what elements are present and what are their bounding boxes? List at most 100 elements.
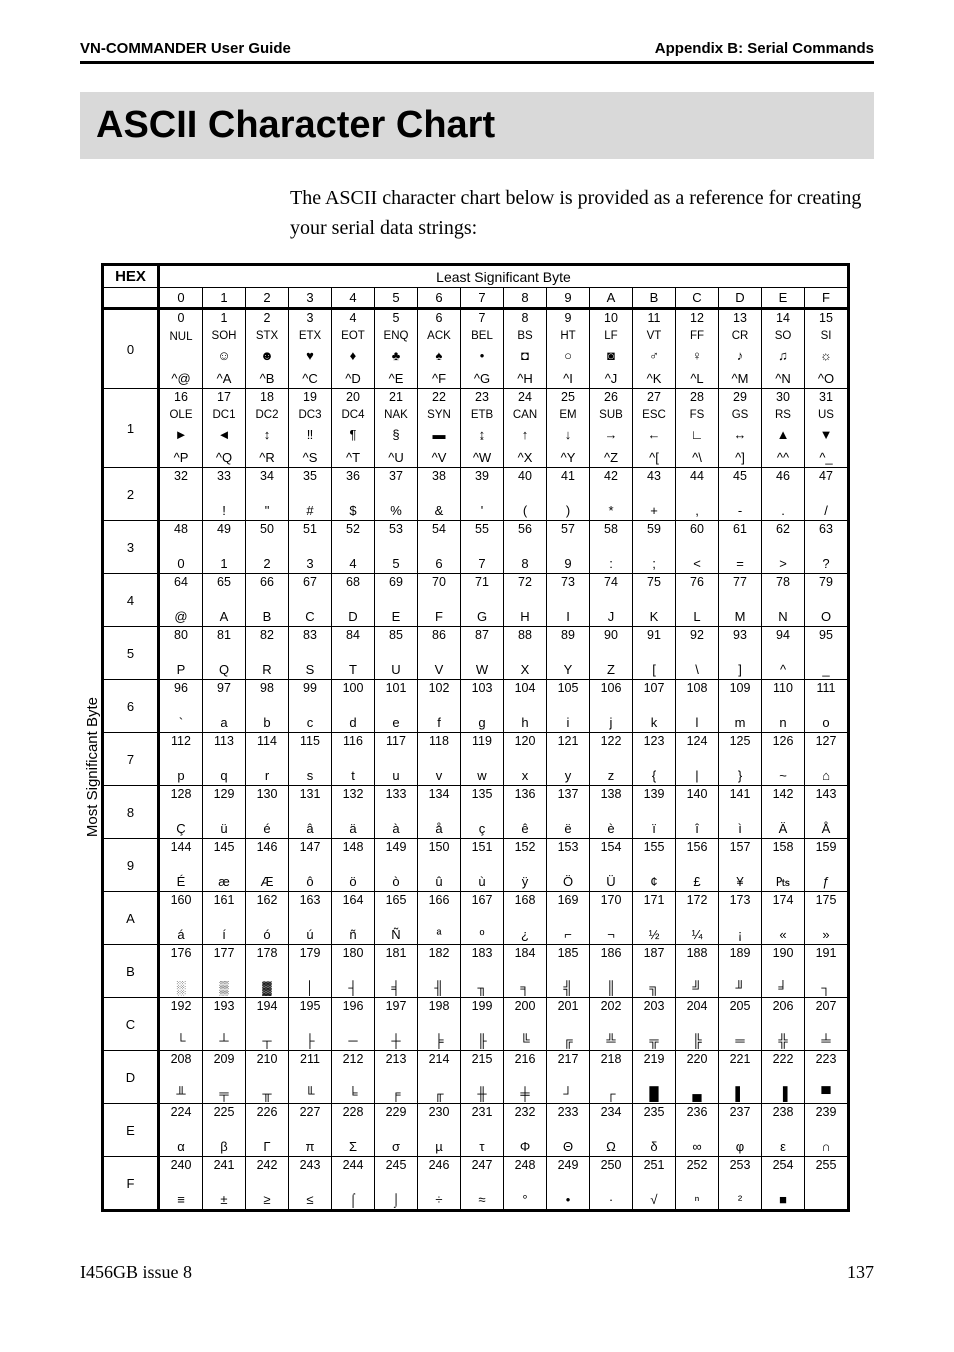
ascii-cell: 217┘ [547, 1051, 590, 1104]
ascii-cell: 173 ¡ [719, 892, 762, 945]
cell-char: 3 [289, 557, 331, 573]
cell-glyph: ♀ [676, 349, 718, 365]
ascii-cell: 34" [246, 468, 289, 521]
ascii-cell: 247≈ [461, 1157, 504, 1211]
cell-char: 1 [203, 557, 245, 573]
ascii-cell: 199╟ [461, 998, 504, 1051]
ascii-cell: 216╪ [504, 1051, 547, 1104]
ascii-cell: 160á [159, 892, 203, 945]
hex-below-blank [103, 288, 159, 309]
intro-text: The ASCII character chart below is provi… [290, 183, 874, 243]
cell-decimal: 64 [160, 574, 202, 589]
cell-char: û [418, 875, 460, 891]
cell-decimal: 129 [203, 786, 245, 801]
ascii-cell: 44, [676, 468, 719, 521]
cell-decimal: 43 [633, 468, 675, 483]
cell-char: ô [289, 875, 331, 891]
cell-decimal: 90 [590, 627, 632, 642]
cell-char: Ü [590, 875, 632, 891]
cell-decimal: 187 [633, 945, 675, 960]
cell-char: ─ [332, 1034, 374, 1050]
ascii-cell: 174« [762, 892, 805, 945]
col-head-D: D [719, 288, 762, 309]
cell-char: » [805, 928, 847, 944]
cell-decimal: 182 [418, 945, 460, 960]
ascii-cell: 143Å [805, 786, 849, 839]
cell-decimal: 122 [590, 733, 632, 748]
cell-decimal: 68 [332, 574, 374, 589]
cell-char: ₧ [762, 875, 804, 891]
ascii-cell: 233Θ [547, 1104, 590, 1157]
cell-char: ≈ [461, 1193, 503, 1209]
cell-glyph: ► [160, 428, 202, 444]
ascii-cell: 24CAN↑^X [504, 389, 547, 468]
ascii-cell: 118v [418, 733, 461, 786]
cell-char: ^I [547, 372, 589, 388]
hex-corner: HEX [103, 265, 159, 288]
cell-char: % [375, 504, 417, 520]
ascii-cell: 145æ [203, 839, 246, 892]
cell-char: ╘ [332, 1087, 374, 1103]
ascii-cell: 188╝ [676, 945, 719, 998]
cell-decimal: 139 [633, 786, 675, 801]
ascii-cell: 113q [203, 733, 246, 786]
col-head-9: 9 [547, 288, 590, 309]
cell-char: ê [504, 822, 546, 838]
ascii-cell: 105i [547, 680, 590, 733]
cell-char: │ [289, 981, 331, 997]
page-title: ASCII Character Chart [96, 104, 858, 147]
ascii-cell: 92\ [676, 627, 719, 680]
ascii-cell: 193┴ [203, 998, 246, 1051]
cell-decimal: 241 [203, 1157, 245, 1172]
cell-char: ä [332, 822, 374, 838]
ascii-cell: 579 [547, 521, 590, 574]
cell-decimal: 38 [418, 468, 460, 483]
cell-char: δ [633, 1140, 675, 1156]
cell-char: └ [160, 1034, 202, 1050]
cell-glyph: ♣ [375, 349, 417, 365]
cell-glyph: ◄ [203, 428, 245, 444]
ascii-cell: 227π [289, 1104, 332, 1157]
ascii-cell: 185╣ [547, 945, 590, 998]
cell-decimal: 42 [590, 468, 632, 483]
cell-char: ╝ [676, 981, 718, 997]
ascii-cell: 148ö [332, 839, 375, 892]
cell-char: ═ [719, 1034, 761, 1050]
cell-abbr: FF [676, 331, 718, 343]
cell-decimal: 233 [547, 1104, 589, 1119]
cell-glyph: ← [633, 428, 675, 444]
ascii-cell: 84T [332, 627, 375, 680]
ascii-cell: 168¿ [504, 892, 547, 945]
ascii-cell: 8BS◘^H [504, 309, 547, 389]
cell-glyph: ▼ [805, 428, 847, 444]
ascii-cell: 207╧ [805, 998, 849, 1051]
cell-glyph: ◙ [590, 349, 632, 365]
cell-decimal: 36 [332, 468, 374, 483]
header-right: Appendix B: Serial Commands [655, 40, 874, 57]
row-head-6: 6 [103, 680, 159, 733]
cell-char: ¡ [719, 928, 761, 944]
cell-char: H [504, 610, 546, 626]
col-head-C: C [676, 288, 719, 309]
cell-decimal: 53 [375, 521, 417, 536]
cell-decimal: 144 [160, 839, 202, 854]
cell-char: q [203, 769, 245, 785]
ascii-cell: 117u [375, 733, 418, 786]
ascii-cell: 112p [159, 733, 203, 786]
cell-decimal: 21 [375, 389, 417, 404]
cell-decimal: 171 [633, 892, 675, 907]
cell-char: â [289, 822, 331, 838]
cell-abbr: DC1 [203, 410, 245, 422]
cell-decimal: 128 [160, 786, 202, 801]
cell-decimal: 244 [332, 1157, 374, 1172]
cell-decimal: 97 [203, 680, 245, 695]
cell-decimal: 173 [719, 892, 761, 907]
cell-char: ╖ [461, 981, 503, 997]
ascii-cell: 151ù [461, 839, 504, 892]
cell-decimal: 189 [719, 945, 761, 960]
cell-char: à [375, 822, 417, 838]
cell-decimal: 25 [547, 389, 589, 404]
cell-decimal: 163 [289, 892, 331, 907]
cell-decimal: 204 [676, 998, 718, 1013]
ascii-cell: 240≡ [159, 1157, 203, 1211]
